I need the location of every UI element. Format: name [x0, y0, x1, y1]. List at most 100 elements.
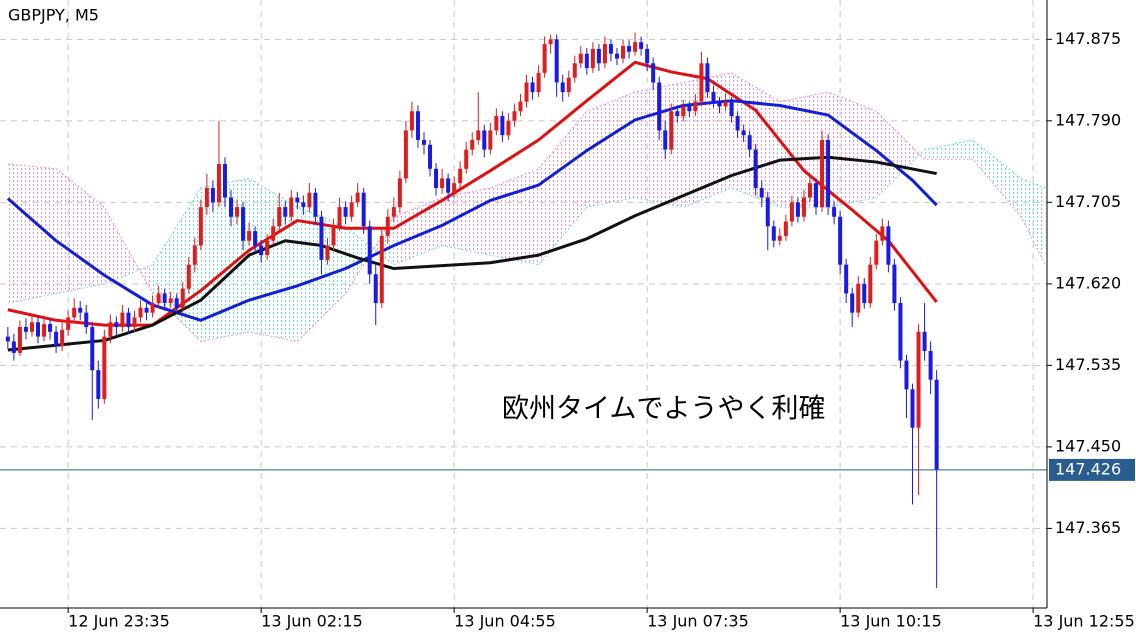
- candle-body: [198, 207, 203, 246]
- candle-body: [500, 116, 505, 136]
- y-tick-label: 147.705: [1055, 192, 1121, 211]
- candle-body: [536, 72, 541, 93]
- candle-body: [168, 298, 173, 304]
- candle-body: [741, 130, 746, 136]
- cloud-segment: [1021, 178, 1046, 265]
- candle-body: [446, 178, 451, 193]
- y-tick-label: 147.450: [1055, 436, 1121, 455]
- candle-body: [608, 44, 613, 54]
- candle-body: [657, 82, 662, 131]
- candle-body: [54, 331, 59, 347]
- candle-body: [150, 303, 155, 313]
- candle-body: [675, 111, 680, 117]
- candle-body: [627, 46, 632, 52]
- candle-body: [90, 327, 95, 371]
- candle-body: [699, 63, 704, 102]
- candle-body: [687, 106, 692, 112]
- candle-body: [265, 240, 270, 256]
- last-price-box: [1049, 458, 1135, 481]
- candle-body: [409, 111, 414, 131]
- candle-body: [5, 336, 10, 342]
- moving-average: [7, 60, 938, 327]
- x-tick-label: 13 Jun 04:55: [454, 612, 556, 631]
- cloud-edge: [7, 72, 1046, 342]
- candle-body: [596, 48, 601, 64]
- candle-body: [820, 140, 825, 208]
- x-tick-label: 12 Jun 23:35: [68, 612, 170, 631]
- x-tick-label: 13 Jun 10:15: [840, 612, 942, 631]
- candle-body: [126, 312, 131, 328]
- candle-body: [114, 322, 119, 328]
- moving-average: [6, 99, 938, 322]
- candle-body: [60, 329, 65, 347]
- candle-body: [162, 293, 167, 304]
- candle-body: [783, 221, 788, 236]
- y-tick-label: 147.875: [1055, 29, 1121, 48]
- cloud-segment: [393, 197, 443, 265]
- candle-body: [391, 207, 396, 217]
- candle-body: [590, 48, 595, 69]
- candle-body: [832, 207, 837, 217]
- candle-body: [639, 42, 644, 49]
- candle-body: [759, 187, 764, 198]
- candle-body: [216, 163, 221, 203]
- candle-body: [524, 82, 529, 102]
- candle-body: [566, 77, 571, 93]
- candle-body: [337, 207, 342, 227]
- candle-body: [138, 307, 143, 318]
- candle-body: [17, 327, 22, 353]
- candle-body: [349, 202, 354, 217]
- last-price-label: 147.426: [1055, 459, 1121, 478]
- candle-body: [373, 274, 378, 304]
- candle-body: [826, 140, 831, 208]
- candle-body: [464, 149, 469, 169]
- candle-body: [367, 226, 372, 275]
- y-tick-label: 147.790: [1055, 110, 1121, 129]
- candle-body: [651, 63, 656, 83]
- candle-body: [222, 163, 227, 198]
- candle-body: [96, 370, 101, 399]
- candle-body: [814, 183, 819, 208]
- candle-body: [415, 111, 420, 141]
- candle-body: [361, 192, 366, 227]
- candle-body: [355, 192, 360, 203]
- candle-body: [11, 341, 16, 353]
- candle-body: [210, 187, 215, 203]
- candle-body: [470, 140, 475, 150]
- cloud-segment: [7, 163, 57, 304]
- candle-body: [144, 307, 149, 313]
- candle-body: [488, 130, 493, 150]
- candle-body: [602, 44, 607, 64]
- candle-body: [235, 207, 240, 217]
- candle-body: [186, 264, 191, 289]
- candle-body: [862, 283, 867, 304]
- candle-body: [434, 168, 439, 188]
- cloud-segment: [924, 140, 973, 160]
- candle-body: [84, 312, 89, 328]
- candle-body: [844, 264, 849, 294]
- candle-body: [916, 331, 921, 428]
- candle-body: [440, 178, 445, 188]
- cloud-segment: [538, 111, 587, 265]
- candle-body: [506, 120, 511, 136]
- candle-body: [705, 63, 710, 93]
- candle-body: [241, 207, 246, 241]
- candle-body: [898, 303, 903, 361]
- cloud-segment: [876, 111, 925, 198]
- candle-body: [319, 216, 324, 260]
- candle-body: [228, 197, 233, 217]
- candle-body: [192, 245, 197, 265]
- candle-body: [548, 39, 553, 45]
- cloud-segment: [586, 92, 636, 208]
- candle-body: [29, 322, 34, 332]
- candle-body: [331, 226, 336, 246]
- candle-body: [838, 216, 843, 265]
- candle-body: [343, 207, 348, 217]
- candle-body: [886, 226, 891, 265]
- candle-body: [711, 92, 716, 102]
- candle-body: [48, 324, 53, 332]
- candle-body: [66, 317, 71, 330]
- candle-body: [880, 226, 885, 241]
- candle-body: [856, 283, 861, 313]
